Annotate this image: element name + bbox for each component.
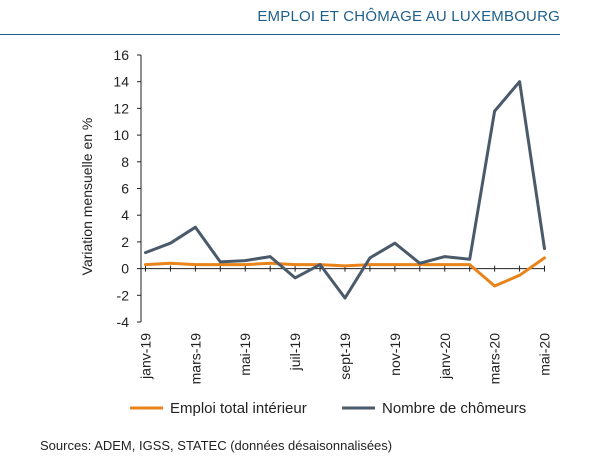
y-tick-label: 4 <box>121 207 129 223</box>
data-point <box>393 263 397 266</box>
series-line-emploi <box>144 256 546 288</box>
data-point <box>518 274 521 277</box>
data-point <box>393 242 397 245</box>
legend-label: Nombre de chômeurs <box>382 400 526 417</box>
data-point <box>194 263 197 266</box>
chart-title: EMPLOI ET CHÔMAGE AU LUXEMBOURG <box>257 8 560 25</box>
data-point <box>244 259 247 262</box>
data-point <box>543 256 546 260</box>
x-tick-label: mai-19 <box>237 333 253 376</box>
data-point <box>418 262 422 265</box>
y-tick-label: 12 <box>113 100 129 116</box>
data-point <box>194 226 197 229</box>
data-point <box>443 263 446 266</box>
y-tick-label: -4 <box>117 314 130 330</box>
data-point <box>368 263 372 266</box>
y-tick-label: 10 <box>113 127 129 143</box>
x-tick-label: janv-20 <box>437 333 453 380</box>
legend-label: Emploi total intérieur <box>170 400 307 417</box>
y-tick-label: 0 <box>121 261 129 277</box>
data-point <box>268 255 272 258</box>
data-point <box>518 80 521 83</box>
data-point <box>293 263 297 266</box>
x-tick-label: sept-19 <box>337 333 353 380</box>
data-point <box>443 255 446 258</box>
data-point <box>343 264 347 268</box>
data-point <box>268 262 272 265</box>
data-point <box>144 251 147 254</box>
y-tick-label: 2 <box>121 234 129 250</box>
y-axis-label: Variation mensuelle en % <box>79 118 95 276</box>
x-tick-label: janv-19 <box>137 333 153 380</box>
data-point <box>493 284 496 288</box>
x-tick-label: mars-19 <box>187 333 203 385</box>
x-tick-label: juil-19 <box>287 333 303 372</box>
source-note: Sources: ADEM, IGSS, STATEC (données dés… <box>40 438 393 453</box>
data-point <box>219 263 222 266</box>
y-tick-label: -2 <box>117 287 130 303</box>
data-point <box>468 258 471 261</box>
data-point <box>493 109 496 113</box>
y-tick-label: 8 <box>121 154 129 170</box>
x-tick-label: mai-20 <box>537 333 553 376</box>
data-point <box>169 242 172 245</box>
data-point <box>244 263 247 266</box>
data-point <box>468 263 471 266</box>
data-point <box>293 276 297 280</box>
y-tick-label: 14 <box>113 74 129 90</box>
x-tick-label: nov-19 <box>387 333 403 376</box>
data-point <box>543 247 546 250</box>
y-tick-label: 16 <box>113 47 129 63</box>
data-point <box>219 260 222 264</box>
x-tick-label: mars-20 <box>487 333 503 385</box>
data-point <box>343 296 347 300</box>
data-point <box>368 256 372 260</box>
data-point <box>169 262 172 265</box>
title-rule <box>0 34 560 35</box>
data-point <box>144 263 147 266</box>
y-tick-label: 6 <box>121 181 129 197</box>
data-point <box>318 263 322 266</box>
